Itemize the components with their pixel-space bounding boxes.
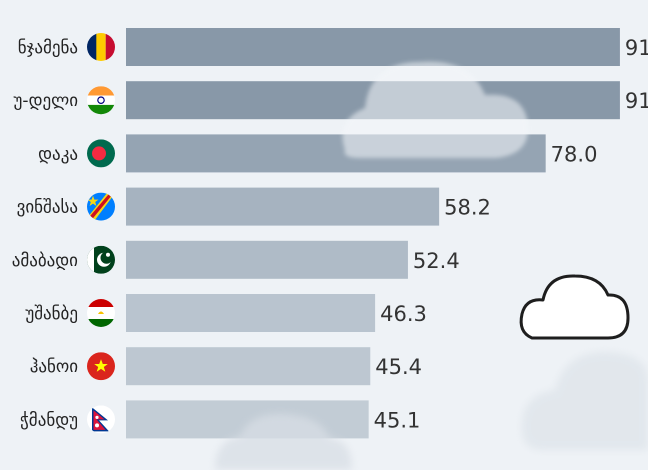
vietnam-flag-icon	[87, 352, 115, 381]
value-label-2: 91	[625, 89, 648, 113]
category-label-3: დაკა	[38, 144, 78, 164]
bar-6	[126, 294, 376, 332]
bar-5	[126, 240, 408, 279]
value-label-8: 45.1	[374, 408, 421, 432]
category-label-4: ვინშასა	[17, 198, 78, 218]
bar-1	[126, 28, 620, 66]
chad-flag-icon	[87, 33, 115, 61]
bangladesh-flag-icon	[87, 139, 115, 168]
nepal-flag-icon	[87, 405, 115, 434]
category-label-1: ნჯამენა	[18, 38, 78, 58]
category-label-5: ამაბადი	[12, 251, 78, 271]
value-label-7: 45.4	[375, 355, 422, 379]
value-label-1: 91	[625, 36, 648, 60]
value-label-3: 78.0	[551, 142, 598, 166]
india-flag-icon	[87, 86, 115, 115]
value-label-6: 46.3	[380, 302, 427, 326]
cloud-icon-bottom-right	[521, 351, 648, 450]
tajikistan-flag-icon	[87, 299, 115, 327]
cloud-icon-large	[342, 61, 529, 158]
value-label-5: 52.4	[413, 249, 460, 273]
category-label-2: უ-დელი	[14, 91, 78, 111]
category-label-8: ჭმანდუ	[20, 410, 78, 430]
pakistan-flag-icon	[87, 245, 115, 274]
bar-7	[126, 347, 371, 386]
cloud-icon-outline	[519, 274, 630, 340]
category-label-7: ჰანოი	[30, 357, 78, 377]
dr-congo-flag-icon	[87, 192, 115, 221]
category-label-6: უშანბე	[25, 304, 78, 324]
bar-4	[126, 187, 440, 226]
cloud-icon-bottom	[215, 413, 352, 470]
value-label-4: 58.2	[444, 196, 491, 220]
